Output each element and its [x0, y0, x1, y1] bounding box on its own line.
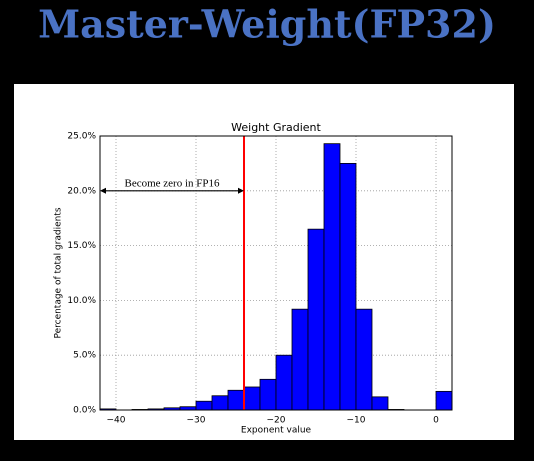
bar — [227, 389, 245, 411]
x-tick-label: −20 — [267, 416, 286, 426]
y-axis-label: Percentage of total gradients — [54, 207, 64, 338]
bar — [243, 386, 261, 411]
x-tick-label: −30 — [187, 416, 206, 426]
arrow-head — [100, 187, 106, 194]
plot-frame — [99, 135, 453, 411]
bar — [339, 162, 357, 411]
bar — [371, 396, 389, 411]
bar — [259, 378, 277, 411]
bar — [195, 400, 213, 411]
y-tick-label: 5.0% — [73, 351, 96, 361]
bar — [355, 308, 373, 411]
y-tick-label: 20.0% — [67, 186, 96, 196]
x-tick-label: −40 — [107, 416, 126, 426]
y-tick-label: 15.0% — [67, 241, 96, 251]
bar — [435, 390, 453, 411]
bar — [307, 228, 325, 411]
slide-title: Master-Weight(FP32) — [38, 2, 496, 47]
arrow-head — [238, 187, 244, 194]
annotation-text: Become zero in FP16 — [124, 177, 220, 189]
bar — [275, 354, 293, 411]
x-axis-label: Exponent value — [241, 426, 312, 436]
x-tick-label: 0 — [433, 416, 439, 426]
bar — [211, 395, 229, 411]
bar — [291, 308, 309, 411]
y-tick-label: 25.0% — [67, 132, 96, 142]
chart-title: Weight Gradient — [231, 121, 321, 134]
bar — [323, 143, 341, 411]
y-tick-label: 0.0% — [73, 406, 96, 416]
y-tick-label: 10.0% — [67, 296, 96, 306]
x-tick-label: −10 — [347, 416, 366, 426]
